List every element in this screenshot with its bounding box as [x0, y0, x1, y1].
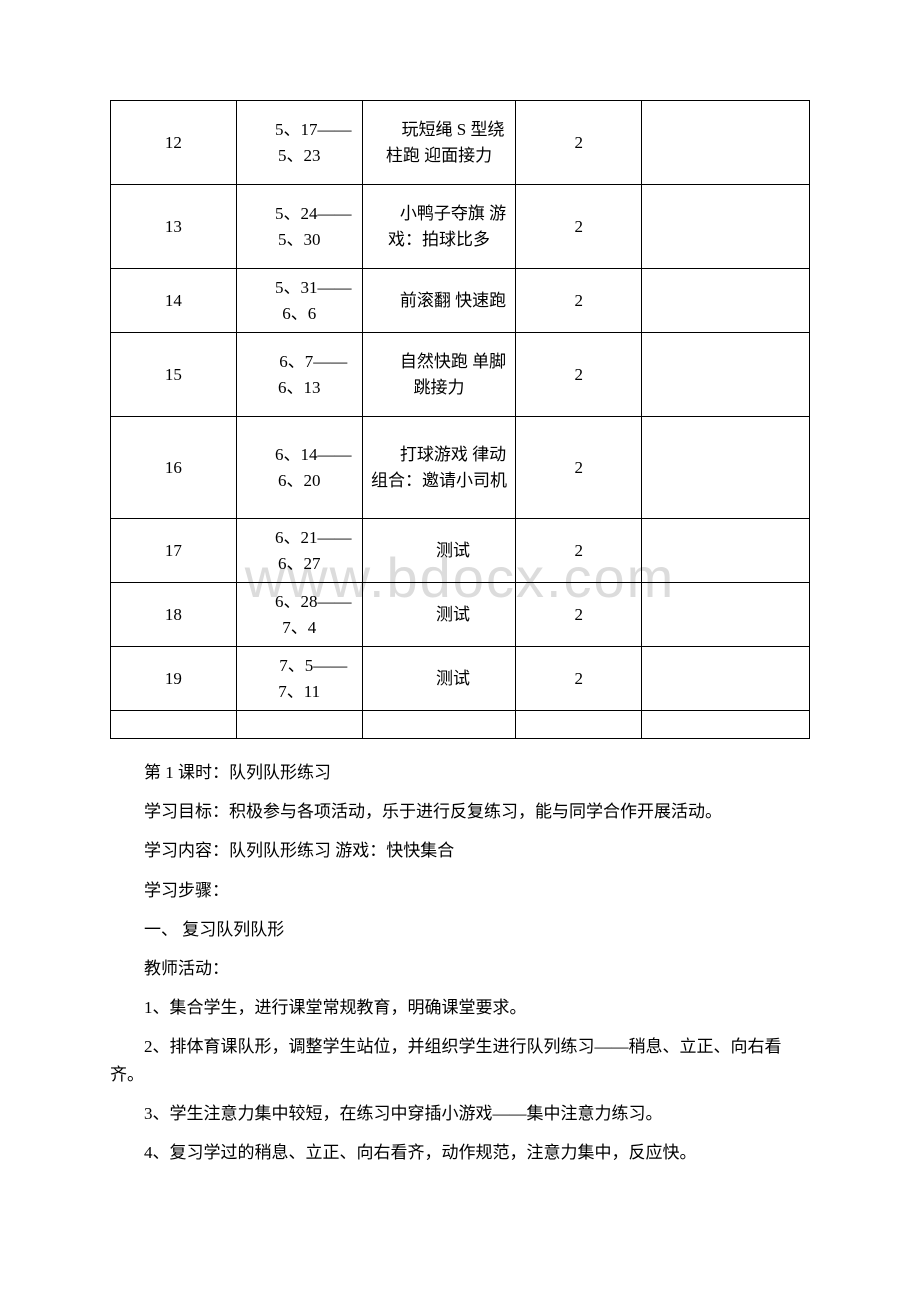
table-row: 135、24——5、30小鸭子夺旗 游戏：拍球比多2 — [111, 185, 810, 269]
table-cell: 19 — [111, 647, 237, 711]
table-cell: 自然快跑 单脚跳接力 — [362, 333, 516, 417]
lesson-steps-label: 学习步骤： — [110, 877, 810, 904]
table-cell: 5、17——5、23 — [236, 101, 362, 185]
table-cell: 2 — [516, 185, 642, 269]
table-cell — [642, 333, 810, 417]
table-cell: 14 — [111, 269, 237, 333]
table-cell — [642, 417, 810, 519]
table-cell: 5、24——5、30 — [236, 185, 362, 269]
table-cell: 2 — [516, 333, 642, 417]
table-cell: 2 — [516, 519, 642, 583]
table-cell: 2 — [516, 583, 642, 647]
table-cell — [516, 711, 642, 739]
table-cell — [642, 185, 810, 269]
table-cell: 17 — [111, 519, 237, 583]
page-content: 125、17——5、23玩短绳 S 型绕柱跑 迎面接力2135、24——5、30… — [110, 100, 810, 1166]
table-row: 176、21——6、27测试2 — [111, 519, 810, 583]
table-row — [111, 711, 810, 739]
table-cell: 6、28——7、4 — [236, 583, 362, 647]
teacher-activity-2: 2、排体育课队形，调整学生站位，并组织学生进行队列练习——稍息、立正、向右看齐。 — [110, 1033, 810, 1087]
table-cell: 18 — [111, 583, 237, 647]
table-cell: 打球游戏 律动组合：邀请小司机 — [362, 417, 516, 519]
table-cell: 测试 — [362, 583, 516, 647]
table-cell: 小鸭子夺旗 游戏：拍球比多 — [362, 185, 516, 269]
table-cell: 6、14——6、20 — [236, 417, 362, 519]
table-cell: 2 — [516, 101, 642, 185]
table-cell: 前滚翻 快速跑 — [362, 269, 516, 333]
table-cell: 7、5——7、11 — [236, 647, 362, 711]
table-row: 197、5——7、11测试2 — [111, 647, 810, 711]
table-cell: 测试 — [362, 519, 516, 583]
table-cell — [642, 583, 810, 647]
table-row: 145、31——6、6前滚翻 快速跑2 — [111, 269, 810, 333]
table-cell — [642, 101, 810, 185]
table-row: 186、28——7、4测试2 — [111, 583, 810, 647]
teacher-activity-3: 3、学生注意力集中较短，在练习中穿插小游戏——集中注意力练习。 — [110, 1100, 810, 1127]
table-cell — [236, 711, 362, 739]
table-row: 166、14——6、20打球游戏 律动组合：邀请小司机2 — [111, 417, 810, 519]
table-cell: 2 — [516, 269, 642, 333]
lesson-section1: 一、 复习队列队形 — [110, 916, 810, 943]
table-cell: 2 — [516, 417, 642, 519]
teacher-activity-1: 1、集合学生，进行课堂常规教育，明确课堂要求。 — [110, 994, 810, 1021]
table-cell: 12 — [111, 101, 237, 185]
table-cell: 15 — [111, 333, 237, 417]
table-cell — [642, 711, 810, 739]
lesson-content: 学习内容：队列队形练习 游戏：快快集合 — [110, 837, 810, 864]
table-cell: 2 — [516, 647, 642, 711]
table-cell — [362, 711, 516, 739]
table-cell: 6、21——6、27 — [236, 519, 362, 583]
table-cell: 13 — [111, 185, 237, 269]
lesson-objective: 学习目标：积极参与各项活动，乐于进行反复练习，能与同学合作开展活动。 — [110, 798, 810, 825]
teacher-label: 教师活动： — [110, 955, 810, 982]
teacher-activity-4: 4、复习学过的稍息、立正、向右看齐，动作规范，注意力集中，反应快。 — [110, 1139, 810, 1166]
table-cell: 6、7——6、13 — [236, 333, 362, 417]
table-cell — [642, 269, 810, 333]
table-cell: 玩短绳 S 型绕柱跑 迎面接力 — [362, 101, 516, 185]
table-cell: 16 — [111, 417, 237, 519]
lesson-title: 第 1 课时：队列队形练习 — [110, 759, 810, 786]
table-cell: 测试 — [362, 647, 516, 711]
table-cell: 5、31——6、6 — [236, 269, 362, 333]
table-row: 156、7——6、13自然快跑 单脚跳接力2 — [111, 333, 810, 417]
table-cell — [111, 711, 237, 739]
schedule-table: 125、17——5、23玩短绳 S 型绕柱跑 迎面接力2135、24——5、30… — [110, 100, 810, 739]
table-cell — [642, 647, 810, 711]
table-row: 125、17——5、23玩短绳 S 型绕柱跑 迎面接力2 — [111, 101, 810, 185]
table-cell — [642, 519, 810, 583]
